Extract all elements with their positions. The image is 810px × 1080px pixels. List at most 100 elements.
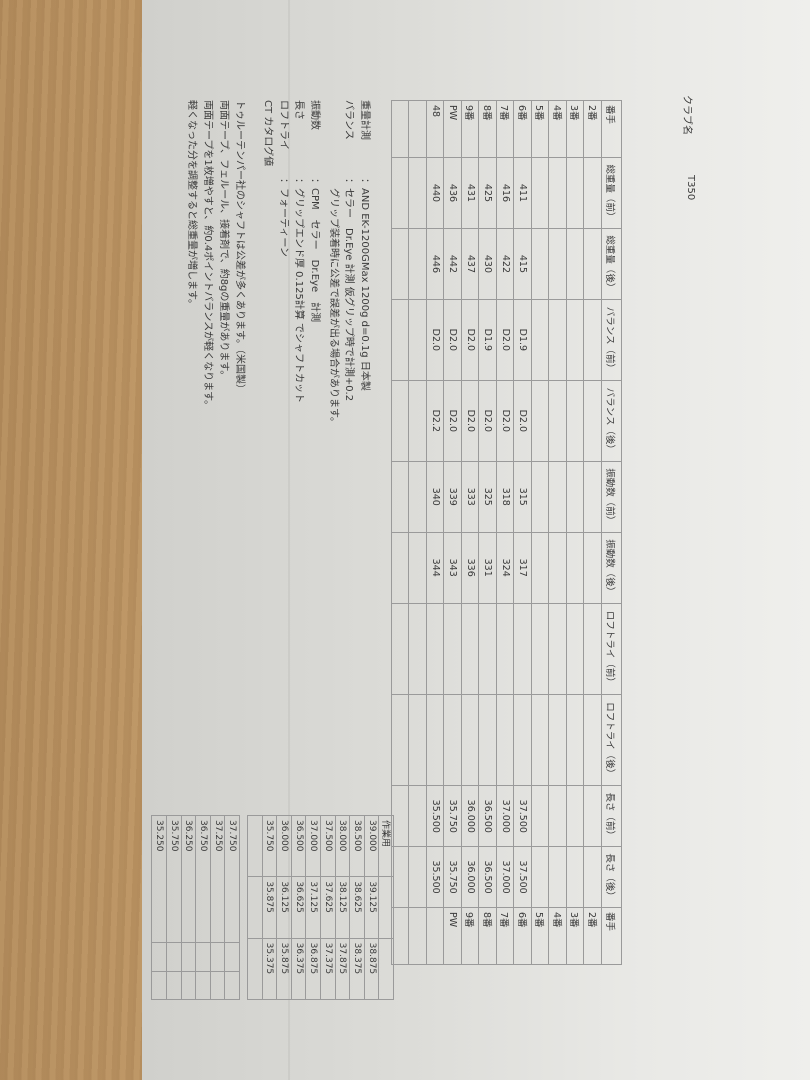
table-row: 4番 4番 bbox=[549, 100, 567, 965]
table-cell: 5番 bbox=[531, 100, 549, 158]
table-cell: D2.0 bbox=[426, 299, 444, 381]
table-cell bbox=[426, 694, 444, 786]
table-cell: 425 bbox=[479, 157, 497, 229]
table-cell bbox=[566, 603, 584, 695]
note-value: ：グリップエンド厚 0.125計算 でシャフトカット bbox=[293, 178, 304, 403]
table-cell: D2.0 bbox=[496, 299, 514, 381]
column-header: 番手 bbox=[601, 100, 622, 158]
table-cell: 422 bbox=[496, 228, 514, 300]
table-cell bbox=[566, 157, 584, 229]
table-cell: 37.500 bbox=[514, 846, 532, 908]
table-cell: 6番 bbox=[514, 100, 532, 158]
table-cell bbox=[210, 971, 225, 1000]
table-cell bbox=[496, 603, 514, 695]
table-cell bbox=[584, 694, 602, 786]
table-cell: 38.500 bbox=[349, 815, 365, 877]
table-row: PW 436 442 D2.0 D2.0 339 343 35.750 35.750 PW bbox=[444, 100, 462, 965]
table-cell: 440 bbox=[426, 157, 444, 229]
table-cell bbox=[391, 157, 409, 229]
table-cell: 442 bbox=[444, 228, 462, 300]
table-cell: 37.625 bbox=[320, 876, 336, 939]
column-header: バランス（後） bbox=[601, 380, 622, 462]
table-cell: 35.875 bbox=[276, 938, 292, 1000]
spec-table: 番手 総重量（前） 総重量（後） バランス（前） バランス（後） 振動数（前） 振動数（後）… bbox=[391, 100, 622, 965]
table-cell: 37.000 bbox=[496, 846, 514, 908]
table-cell: 343 bbox=[444, 532, 462, 604]
table-cell: 437 bbox=[461, 228, 479, 300]
table-cell: 36.500 bbox=[291, 815, 306, 877]
table-cell bbox=[151, 942, 167, 972]
table-cell bbox=[181, 971, 196, 1000]
table-cell: D2.2 bbox=[426, 380, 444, 462]
table-cell bbox=[531, 299, 549, 381]
note-value: ：CPM セラー Dr.Eye 計測 bbox=[309, 178, 320, 323]
table-row: 37.250 bbox=[210, 815, 225, 1000]
table-cell: 37.250 bbox=[210, 815, 225, 943]
table-cell bbox=[566, 694, 584, 786]
table-cell bbox=[391, 100, 409, 158]
table-cell: 36.125 bbox=[276, 876, 292, 939]
table-row: 2番 2番 bbox=[584, 100, 602, 965]
table-cell bbox=[409, 907, 427, 965]
table-cell bbox=[549, 380, 567, 462]
note-value: グリップ装着時に公差で誤差が出る場合があります。 bbox=[328, 178, 339, 427]
table-cell: 37.375 bbox=[320, 938, 336, 1000]
column-header: 総重量（前） bbox=[601, 157, 622, 229]
table-cell: 416 bbox=[496, 157, 514, 229]
table-cell bbox=[479, 603, 497, 695]
table-row: 39.000 39.125 38.875 bbox=[364, 815, 379, 1000]
table-cell: 36.000 bbox=[461, 846, 479, 908]
table-cell bbox=[479, 694, 497, 786]
table-cell bbox=[566, 785, 584, 847]
table-cell bbox=[584, 532, 602, 604]
table-row: 37.750 bbox=[224, 815, 240, 1000]
table-cell bbox=[531, 785, 549, 847]
table-cell: D2.0 bbox=[514, 380, 532, 462]
table-cell bbox=[549, 694, 567, 786]
table-cell: 36.000 bbox=[461, 785, 479, 847]
table-cell: 431 bbox=[461, 157, 479, 229]
table-cell: 35.375 bbox=[262, 938, 277, 1000]
table-cell bbox=[391, 603, 409, 695]
table-row: 7番 416 422 D2.0 D2.0 318 324 37.000 37.000 7番 bbox=[496, 100, 514, 965]
table-cell bbox=[584, 846, 602, 908]
note-label: ロフトライ bbox=[278, 100, 289, 150]
table-cell bbox=[391, 785, 409, 847]
table-cell bbox=[426, 907, 444, 965]
table-row: 6番 411 415 D1.9 D2.0 315 317 37.500 37.500 6番 bbox=[514, 100, 532, 965]
table-cell: 35.750 bbox=[444, 785, 462, 847]
table-row: 37.500 37.625 37.375 bbox=[320, 815, 336, 1000]
table-cell: 35.750 bbox=[444, 846, 462, 908]
table-row: 38.500 38.625 38.375 bbox=[349, 815, 365, 1000]
table-cell bbox=[584, 380, 602, 462]
note-value: ：フォーティーン bbox=[278, 178, 289, 257]
table-cell bbox=[531, 228, 549, 300]
table-cell bbox=[531, 380, 549, 462]
table-cell: PW bbox=[444, 100, 462, 158]
table-cell: 39.125 bbox=[364, 876, 379, 939]
table-cell bbox=[391, 299, 409, 381]
table-cell bbox=[584, 228, 602, 300]
table-cell: 325 bbox=[479, 461, 497, 533]
table-cell bbox=[444, 603, 462, 695]
table-cell: 37.750 bbox=[224, 815, 240, 943]
note-label: 重量計測 bbox=[359, 100, 370, 140]
table-cell: 411 bbox=[514, 157, 532, 229]
table-cell: 6番 bbox=[514, 907, 532, 965]
table-cell: 36.250 bbox=[181, 815, 196, 943]
table-cell bbox=[166, 942, 182, 972]
table-cell bbox=[391, 532, 409, 604]
table-cell bbox=[181, 942, 196, 972]
table-cell: 36.625 bbox=[291, 876, 306, 939]
table-cell: 36.375 bbox=[291, 938, 306, 1000]
table-cell: D2.0 bbox=[496, 380, 514, 462]
club-name-label: クラブ名 bbox=[681, 95, 692, 135]
table-cell: D2.0 bbox=[461, 380, 479, 462]
table-cell: 339 bbox=[444, 461, 462, 533]
table-cell bbox=[584, 157, 602, 229]
table-cell bbox=[566, 532, 584, 604]
table-row: 8番 425 430 D1.9 D2.0 325 331 36.500 36.500 8番 bbox=[479, 100, 497, 965]
table-cell bbox=[584, 785, 602, 847]
table-cell bbox=[584, 603, 602, 695]
work-table: 作業用 39.000 39.125 38.875 38.500 38.625 38.375 3… bbox=[247, 815, 394, 1000]
